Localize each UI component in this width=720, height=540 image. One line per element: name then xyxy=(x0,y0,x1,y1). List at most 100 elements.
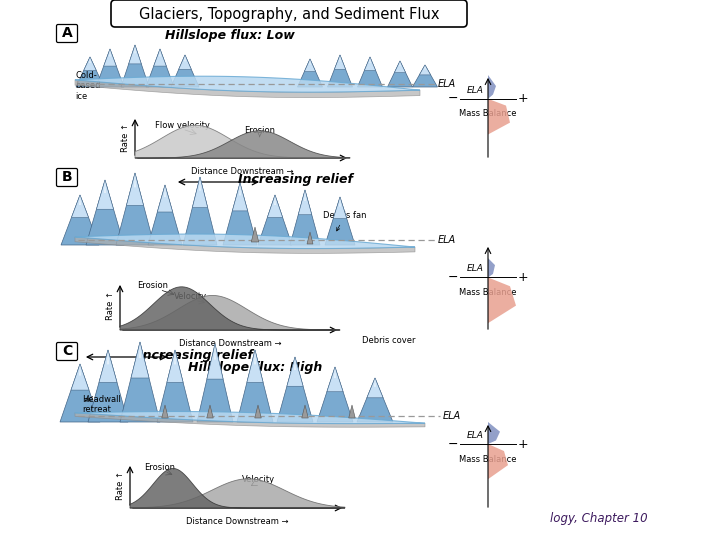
Polygon shape xyxy=(310,59,311,65)
Polygon shape xyxy=(86,180,124,245)
Polygon shape xyxy=(61,195,99,245)
Text: +: + xyxy=(518,92,528,105)
Text: Distance Downstream →: Distance Downstream → xyxy=(192,167,294,176)
Polygon shape xyxy=(247,350,263,382)
Polygon shape xyxy=(158,185,173,212)
Text: Increasing relief: Increasing relief xyxy=(138,348,253,361)
Polygon shape xyxy=(488,422,500,444)
Text: Increasing relief: Increasing relief xyxy=(238,173,353,186)
Polygon shape xyxy=(424,65,426,70)
Polygon shape xyxy=(134,45,136,53)
Polygon shape xyxy=(207,405,213,418)
Polygon shape xyxy=(233,183,248,211)
Polygon shape xyxy=(258,195,292,245)
Polygon shape xyxy=(364,57,376,71)
Text: Hillslope flux: High: Hillslope flux: High xyxy=(188,361,322,375)
FancyBboxPatch shape xyxy=(56,168,78,186)
Polygon shape xyxy=(76,57,104,87)
Polygon shape xyxy=(130,479,345,508)
Text: Rate ↑: Rate ↑ xyxy=(121,123,130,152)
Polygon shape xyxy=(333,197,347,219)
Polygon shape xyxy=(255,405,261,418)
Text: Mass Balance: Mass Balance xyxy=(459,455,517,463)
Polygon shape xyxy=(79,195,81,205)
Polygon shape xyxy=(129,45,141,64)
Polygon shape xyxy=(96,180,114,209)
Polygon shape xyxy=(358,57,382,87)
Polygon shape xyxy=(159,49,161,57)
Polygon shape xyxy=(75,413,425,427)
Text: Distance Downstream →: Distance Downstream → xyxy=(186,517,289,526)
Polygon shape xyxy=(488,99,510,134)
Polygon shape xyxy=(71,364,89,390)
Polygon shape xyxy=(104,180,106,193)
Polygon shape xyxy=(167,350,183,382)
Text: Erosion: Erosion xyxy=(138,281,168,290)
Text: Mass Balance: Mass Balance xyxy=(459,288,517,297)
Polygon shape xyxy=(179,55,192,70)
Text: Glaciers, Topography, and Sediment Flux: Glaciers, Topography, and Sediment Flux xyxy=(139,6,439,22)
Polygon shape xyxy=(88,350,128,422)
Polygon shape xyxy=(164,185,166,197)
Text: −: − xyxy=(448,271,458,284)
Text: Erosion: Erosion xyxy=(145,463,176,472)
Text: logy, Chapter 10: logy, Chapter 10 xyxy=(550,512,648,525)
Polygon shape xyxy=(60,364,100,422)
Polygon shape xyxy=(317,367,353,422)
Polygon shape xyxy=(121,45,149,87)
Polygon shape xyxy=(120,287,340,330)
Polygon shape xyxy=(395,61,405,73)
Polygon shape xyxy=(267,195,283,218)
Polygon shape xyxy=(274,195,276,205)
Polygon shape xyxy=(214,344,216,360)
Polygon shape xyxy=(84,57,96,71)
FancyBboxPatch shape xyxy=(56,342,78,361)
Text: −: − xyxy=(448,437,458,450)
Polygon shape xyxy=(157,350,193,422)
Polygon shape xyxy=(71,195,89,218)
Polygon shape xyxy=(75,234,415,248)
Text: A: A xyxy=(62,26,73,40)
Polygon shape xyxy=(89,57,91,63)
Polygon shape xyxy=(104,49,117,66)
Polygon shape xyxy=(135,125,350,158)
Polygon shape xyxy=(328,55,353,87)
Polygon shape xyxy=(75,76,420,92)
Polygon shape xyxy=(223,183,257,245)
Polygon shape xyxy=(339,197,341,207)
Polygon shape xyxy=(304,190,306,201)
FancyBboxPatch shape xyxy=(111,0,467,27)
Polygon shape xyxy=(237,350,273,422)
Text: Rate ↑: Rate ↑ xyxy=(116,471,125,500)
Polygon shape xyxy=(75,80,420,98)
Polygon shape xyxy=(367,378,383,398)
Text: ELA: ELA xyxy=(443,411,461,421)
Polygon shape xyxy=(207,344,223,379)
Text: Velocity: Velocity xyxy=(174,292,207,301)
FancyBboxPatch shape xyxy=(56,24,78,43)
Text: Mass Balance: Mass Balance xyxy=(459,109,517,118)
Polygon shape xyxy=(297,59,323,87)
Polygon shape xyxy=(374,378,376,387)
Polygon shape xyxy=(327,367,343,392)
Polygon shape xyxy=(419,65,431,75)
Polygon shape xyxy=(254,350,256,364)
Polygon shape xyxy=(192,177,207,207)
Text: Distance Downstream →: Distance Downstream → xyxy=(179,339,282,348)
Text: Velocity: Velocity xyxy=(243,475,276,484)
Polygon shape xyxy=(334,367,336,378)
Polygon shape xyxy=(348,405,355,418)
Polygon shape xyxy=(334,55,346,70)
Polygon shape xyxy=(307,232,313,244)
Polygon shape xyxy=(135,131,350,158)
Polygon shape xyxy=(162,405,168,418)
Polygon shape xyxy=(305,59,315,72)
Text: +: + xyxy=(518,271,528,284)
Polygon shape xyxy=(400,61,401,66)
Polygon shape xyxy=(239,183,241,195)
Text: ELA: ELA xyxy=(467,86,484,95)
Polygon shape xyxy=(488,278,516,323)
Polygon shape xyxy=(146,49,174,87)
Polygon shape xyxy=(302,405,308,418)
Polygon shape xyxy=(357,378,393,422)
